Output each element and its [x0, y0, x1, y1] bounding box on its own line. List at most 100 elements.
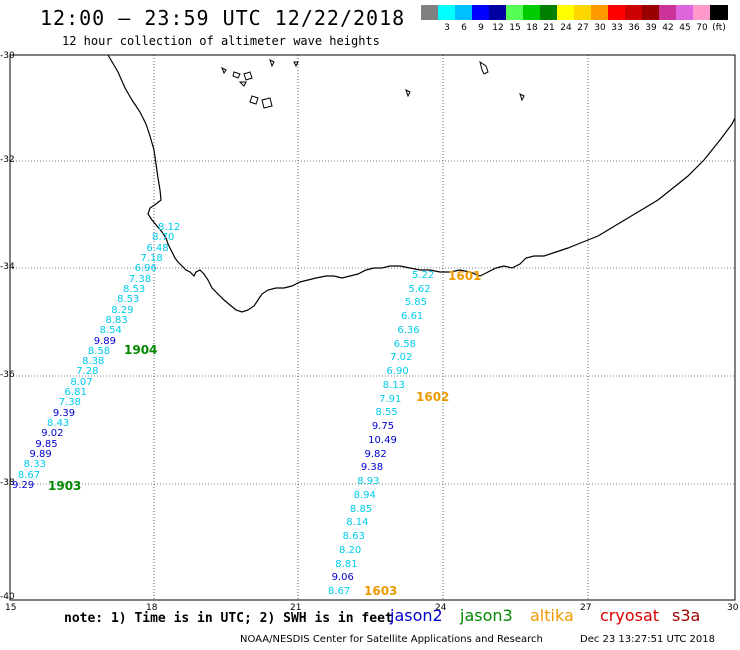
timestamp: Dec 23 13:27:51 UTC 2018: [580, 634, 715, 645]
wave-height-value: 8.67: [17, 469, 41, 481]
legend-swatch: [421, 5, 439, 20]
wave-height-value: 6.61: [401, 311, 424, 323]
satellite-cryosat: cryosat: [600, 606, 660, 625]
legend-label: 6: [461, 23, 467, 33]
lat-label: -38: [0, 478, 15, 488]
wave-height-value: 8.93: [357, 476, 380, 488]
lat-label: -40: [0, 592, 15, 602]
wave-height-value: 8.43: [47, 418, 70, 430]
legend-label: 3: [444, 23, 450, 33]
wave-height-value: 8.70: [152, 232, 175, 244]
wave-height-value: 8.07: [70, 376, 93, 388]
legend-label: 15: [509, 23, 521, 33]
wave-height-value: 9.89: [29, 449, 52, 461]
satellite-jason3: jason3: [460, 606, 513, 625]
legend-swatch: [659, 5, 677, 20]
wave-height-value: 6.48: [146, 242, 169, 254]
wave-height-value: 7.18: [140, 252, 163, 264]
page-subtitle: 12 hour collection of altimeter wave hei…: [62, 34, 380, 48]
legend-swatch: [676, 5, 694, 20]
legend-swatch: [591, 5, 609, 20]
wave-height-value: 8.85: [349, 503, 373, 515]
wave-height-value: 8.81: [335, 558, 358, 570]
wave-height-value: 8.55: [375, 407, 398, 419]
lat-label: -34: [0, 262, 15, 272]
legend-label: 18: [526, 23, 538, 33]
wave-height-value: 8.63: [342, 531, 365, 543]
legend-label: 33: [611, 23, 623, 33]
wave-height-value: 10.49: [368, 434, 397, 446]
wave-height-value: 8.54: [99, 325, 122, 337]
wave-height-value: 8.58: [87, 345, 111, 357]
legend-swatch: [472, 5, 490, 20]
time-label: 1601: [448, 269, 482, 283]
lon-label: 24: [435, 603, 447, 613]
wave-height-value: 6.58: [393, 338, 416, 350]
satellite-altika: altika: [530, 606, 574, 625]
wave-height-value: 7.38: [128, 273, 152, 285]
wave-height-value: 8.29: [111, 304, 134, 316]
legend-swatch: [625, 5, 643, 20]
legend-label: 45: [679, 23, 691, 33]
lon-label: 30: [727, 603, 739, 613]
wave-height-value: 8.38: [82, 356, 105, 368]
wave-height-value: 9.85: [35, 438, 58, 450]
satellite-jason2: jason2: [390, 606, 443, 625]
legend-label: 36: [628, 23, 640, 33]
lat-label: -30: [0, 51, 15, 61]
wave-height-value: 8.83: [105, 314, 128, 326]
legend-label: 21: [543, 23, 555, 33]
coastline: [107, 54, 736, 313]
wave-height-value: 9.02: [41, 428, 64, 440]
legend-swatch: [608, 5, 626, 20]
wave-height-value: 9.06: [331, 572, 354, 584]
time-label: 1904: [124, 343, 158, 357]
wave-height-value: 7.38: [58, 397, 81, 409]
wave-height-value: 7.02: [390, 352, 413, 364]
lat-label: -32: [0, 155, 15, 165]
lon-label: 27: [580, 603, 592, 613]
wave-height-value: 9.89: [93, 335, 117, 347]
time-label: 1602: [416, 390, 450, 404]
time-label: 1903: [48, 479, 82, 493]
wave-height-value: 8.14: [346, 517, 369, 529]
lat-label: -36: [0, 370, 15, 380]
wave-height-value: 8.33: [23, 459, 46, 471]
credit-line: NOAA/NESDIS Center for Satellite Applica…: [240, 634, 543, 645]
wave-height-value: 7.28: [76, 366, 99, 378]
legend-label: 70: [696, 23, 708, 33]
wave-height-value: 9.75: [371, 421, 395, 433]
legend-swatch: [693, 5, 711, 20]
legend-label: 24: [560, 23, 572, 33]
lon-label: 18: [146, 603, 158, 613]
lon-label: 21: [290, 603, 302, 613]
wave-height-value: 6.96: [134, 263, 157, 275]
wave-height-value: 5.62: [408, 283, 431, 295]
wave-height-value: 9.38: [360, 462, 384, 474]
satellite-s3a: s3a: [672, 606, 701, 625]
page-title: 12:00 – 23:59 UTC 12/22/2018: [40, 6, 406, 30]
legend-label: 27: [577, 23, 589, 33]
legend-swatch: [506, 5, 524, 20]
time-label: 1603: [364, 584, 398, 598]
wave-height-value: 5.22: [412, 270, 435, 281]
wave-height-value: 6.36: [397, 324, 420, 336]
wave-height-value: 7.91: [379, 393, 402, 405]
legend-swatch: [455, 5, 473, 20]
legend-label: 39: [645, 23, 657, 33]
legend-swatch: [642, 5, 660, 20]
wave-height-value: 9.39: [52, 407, 76, 419]
legend-swatch: [438, 5, 456, 20]
graticule: [10, 55, 735, 600]
wave-height-value: 6.90: [386, 366, 409, 378]
footer-note: note: 1) Time is in UTC; 2) SWH is in fe…: [64, 611, 393, 626]
legend-swatch: [489, 5, 507, 20]
wave-height-value: 8.13: [382, 379, 406, 391]
legend-swatch: [540, 5, 558, 20]
map-frame: [9, 54, 736, 601]
wave-height-value: 6.81: [64, 387, 87, 399]
legend-label: 42: [662, 23, 674, 33]
wave-height-value: 8.67: [328, 586, 351, 597]
legend-swatch: [710, 5, 728, 20]
